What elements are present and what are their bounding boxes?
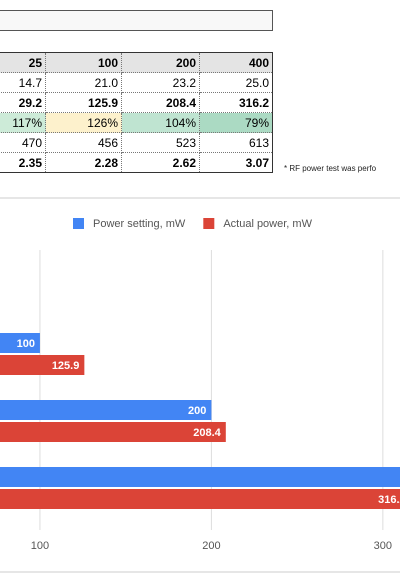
table-cell: 2.35 <box>0 152 46 173</box>
x-tick-label: 300 <box>374 540 392 552</box>
legend-swatch <box>203 218 215 229</box>
table-cell: 104% <box>121 112 200 133</box>
x-tick-label: 200 <box>202 540 220 552</box>
x-tick-label: 100 <box>31 540 49 552</box>
table-row: 470 456 523 613 <box>0 132 273 153</box>
bar-value-label: 200 <box>188 405 206 417</box>
bar <box>0 467 400 487</box>
note: * RF power test was perfo <box>284 164 377 173</box>
bar <box>0 400 212 420</box>
table-cell: 470 <box>0 132 46 153</box>
table-cell: 79% <box>199 112 273 133</box>
legend-label: Power setting, mW <box>93 218 186 230</box>
table-cell: 3.07 <box>199 152 273 173</box>
table-row: 117% 126% 104% 79% <box>0 112 273 133</box>
data-table: 25 100 200 400 14.7 21.0 23.2 25.0 29.2 125.9 208.… <box>0 52 273 173</box>
table-cell: 208.4 <box>121 92 200 113</box>
table-cell: 126% <box>45 112 122 133</box>
table-row: 29.2 125.9 208.4 316.2 <box>0 92 273 113</box>
table-cell: 613 <box>199 132 273 153</box>
bar <box>0 333 40 353</box>
table-row: 2.35 2.28 2.62 3.07 <box>0 152 273 173</box>
table-cell: 316.2 <box>199 92 273 113</box>
table-cell: 117% <box>0 112 46 133</box>
bar <box>0 489 400 509</box>
bar <box>0 355 85 375</box>
legend-label: Actual power, mW <box>223 218 312 230</box>
formula-box <box>0 10 273 31</box>
table-cell: 523 <box>121 132 200 153</box>
table-cell: 2.28 <box>45 152 122 173</box>
bar-value-label: 316.2 <box>378 494 400 506</box>
bar <box>0 422 226 442</box>
bar-value-label: 208.4 <box>193 427 221 439</box>
legend-swatch <box>73 218 84 229</box>
bar-value-label: 100 <box>17 338 35 350</box>
bar-value-label: 125.9 <box>52 360 80 372</box>
header-cell: 400 <box>199 52 273 73</box>
